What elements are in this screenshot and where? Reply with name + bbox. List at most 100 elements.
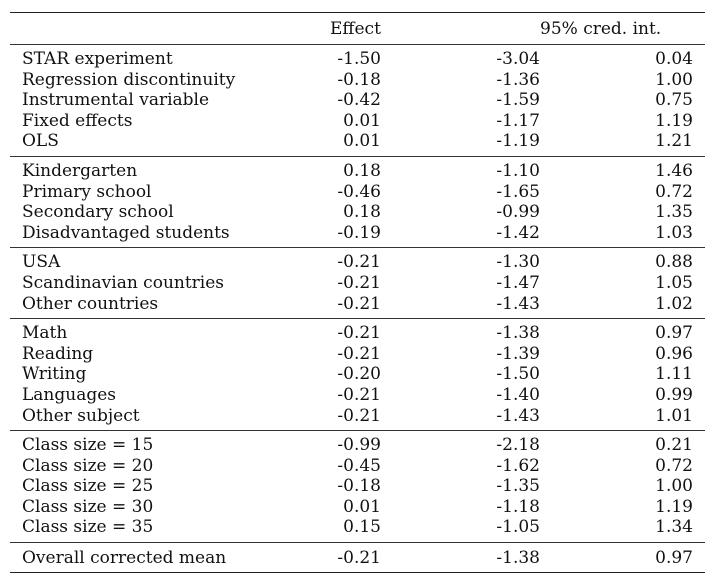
top-rule <box>10 12 705 13</box>
row-ci-lower: -3.04 <box>496 49 540 69</box>
row-effect: -0.21 <box>337 323 381 344</box>
table-body: STAR experiment -1.50 -3.04 0.04 Regression … <box>10 45 705 542</box>
row-effect: 0.01 <box>343 131 381 152</box>
bottom-rule <box>10 571 705 573</box>
group-divider <box>10 247 705 249</box>
row-group: USA -0.21 -1.30 0.88 Scandinavian countries -… <box>10 248 705 318</box>
row-ci-lower: -1.19 <box>496 131 540 152</box>
row-ci-upper: 1.03 <box>655 222 693 243</box>
row-ci-upper: 0.88 <box>655 252 693 273</box>
row-label: Writing <box>22 364 87 385</box>
row-ci-lower: -1.43 <box>496 293 540 314</box>
row-effect: -0.42 <box>337 90 381 111</box>
row-ci-upper: 1.34 <box>655 517 693 538</box>
row-ci-lower: -1.65 <box>496 181 540 202</box>
row-label: Overall corrected mean <box>22 548 227 569</box>
row-ci-lower: -2.18 <box>496 435 540 456</box>
row-effect: 0.15 <box>343 517 381 538</box>
row-ci-upper: 1.00 <box>655 69 693 90</box>
group-divider <box>10 155 705 157</box>
row-ci-upper: 0.97 <box>655 323 693 344</box>
row-ci-lower: -1.36 <box>496 69 540 90</box>
row-label: Kindergarten <box>22 160 138 181</box>
row-ci-upper: 0.21 <box>655 435 693 456</box>
row-label: Regression discontinuity <box>22 69 236 90</box>
header-credible-interval: 95% cred. int. <box>540 19 662 39</box>
row-group: Class size = 15 -0.99 -2.18 0.21 Class size … <box>10 431 705 542</box>
table-row: Fixed effects 0.01 -1.17 1.19 <box>10 111 705 132</box>
table-row: Math -0.21 -1.38 0.97 <box>10 323 705 344</box>
table-row: Scandinavian countries -0.21 -1.47 1.05 <box>10 273 705 294</box>
row-label: Class size = 20 <box>22 455 154 476</box>
table-row: Class size = 35 0.15 -1.05 1.34 <box>10 517 705 538</box>
row-ci-upper: 0.75 <box>655 90 693 111</box>
row-label: Secondary school <box>22 202 174 223</box>
row-ci-lower: -1.38 <box>496 323 540 344</box>
table-row: Regression discontinuity -0.18 -1.36 1.00 <box>10 70 705 91</box>
row-ci-lower: -1.47 <box>496 272 540 293</box>
header-rule <box>10 44 705 45</box>
row-ci-upper: 1.01 <box>655 405 693 426</box>
row-ci-lower: -1.10 <box>496 160 540 181</box>
row-effect: -0.21 <box>337 405 381 426</box>
row-label: Disadvantaged students <box>22 222 230 243</box>
row-ci-upper: 1.11 <box>655 364 693 385</box>
row-label: Reading <box>22 343 94 364</box>
row-ci-lower: -1.43 <box>496 405 540 426</box>
row-ci-lower: -1.35 <box>496 476 540 497</box>
row-ci-upper: 1.02 <box>655 293 693 314</box>
row-group: Kindergarten 0.18 -1.10 1.46 Primary school -… <box>10 157 705 247</box>
table-row: OLS 0.01 -1.19 1.21 <box>10 131 705 152</box>
row-effect: -0.21 <box>337 384 381 405</box>
row-effect: -0.21 <box>337 548 381 569</box>
table-row-overall: Overall corrected mean -0.21 -1.38 0.97 <box>10 548 705 569</box>
row-effect: 0.01 <box>343 110 381 131</box>
table-row: Class size = 15 -0.99 -2.18 0.21 <box>10 435 705 456</box>
row-label: Instrumental variable <box>22 90 210 111</box>
row-ci-upper: 0.04 <box>655 49 693 69</box>
row-label: Other countries <box>22 293 159 314</box>
row-effect: -0.20 <box>337 364 381 385</box>
row-ci-upper: 1.19 <box>655 110 693 131</box>
row-ci-lower: -1.05 <box>496 517 540 538</box>
row-effect: -1.50 <box>337 49 381 69</box>
table-row: Other countries -0.21 -1.43 1.02 <box>10 294 705 315</box>
row-ci-upper: 0.99 <box>655 384 693 405</box>
row-label: Primary school <box>22 181 152 202</box>
header-effect: Effect <box>330 19 381 39</box>
table-row: Other subject -0.21 -1.43 1.01 <box>10 406 705 427</box>
row-ci-lower: -1.38 <box>496 548 540 569</box>
row-label: USA <box>22 252 61 273</box>
overall-row-group: Overall corrected mean -0.21 -1.38 0.97 <box>10 543 705 572</box>
row-ci-lower: -1.40 <box>496 384 540 405</box>
row-effect: -0.99 <box>337 435 381 456</box>
row-ci-lower: -0.99 <box>496 202 540 223</box>
table-row: Writing -0.20 -1.50 1.11 <box>10 364 705 385</box>
table-row: USA -0.21 -1.30 0.88 <box>10 252 705 273</box>
table-row: Reading -0.21 -1.39 0.96 <box>10 344 705 365</box>
row-ci-upper: 1.46 <box>655 160 693 181</box>
row-effect: 0.18 <box>343 202 381 223</box>
group-divider <box>10 430 705 432</box>
table-row: Kindergarten 0.18 -1.10 1.46 <box>10 161 705 182</box>
row-label: Class size = 30 <box>22 496 154 517</box>
row-group: Math -0.21 -1.38 0.97 Reading -0.21 -1.39 0.96 W… <box>10 319 705 430</box>
table-row: Class size = 30 0.01 -1.18 1.19 <box>10 497 705 518</box>
row-ci-lower: -1.39 <box>496 343 540 364</box>
table-row: STAR experiment -1.50 -3.04 0.04 <box>10 49 705 70</box>
row-label: Scandinavian countries <box>22 272 225 293</box>
row-label: Math <box>22 323 68 344</box>
row-ci-upper: 1.21 <box>655 131 693 152</box>
row-label: STAR experiment <box>22 49 173 69</box>
row-label: OLS <box>22 131 59 152</box>
row-ci-lower: -1.62 <box>496 455 540 476</box>
row-ci-lower: -1.59 <box>496 90 540 111</box>
row-effect: -0.21 <box>337 272 381 293</box>
row-group: STAR experiment -1.50 -3.04 0.04 Regression … <box>10 45 705 156</box>
overall-rule <box>10 542 705 544</box>
table-row: Instrumental variable -0.42 -1.59 0.75 <box>10 90 705 111</box>
row-ci-upper: 0.72 <box>655 181 693 202</box>
row-label: Class size = 35 <box>22 517 154 538</box>
table-header: Effect 95% cred. int. <box>10 13 705 44</box>
row-effect: -0.18 <box>337 476 381 497</box>
